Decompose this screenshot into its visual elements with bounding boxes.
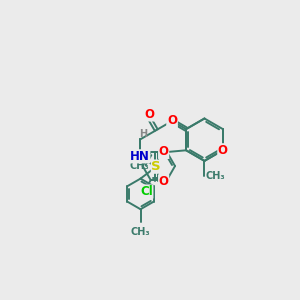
Text: CH₃: CH₃ bbox=[205, 171, 225, 181]
Text: O: O bbox=[159, 146, 169, 158]
Text: CH₃: CH₃ bbox=[129, 161, 149, 171]
Text: O: O bbox=[167, 115, 177, 128]
Text: O: O bbox=[159, 175, 169, 188]
Text: Cl: Cl bbox=[140, 185, 153, 198]
Text: S: S bbox=[152, 160, 161, 173]
Text: O: O bbox=[145, 108, 154, 121]
Text: HN: HN bbox=[130, 150, 150, 163]
Text: H: H bbox=[139, 129, 147, 139]
Text: O: O bbox=[218, 144, 228, 157]
Text: O: O bbox=[167, 115, 177, 128]
Text: CH₃: CH₃ bbox=[131, 227, 150, 237]
